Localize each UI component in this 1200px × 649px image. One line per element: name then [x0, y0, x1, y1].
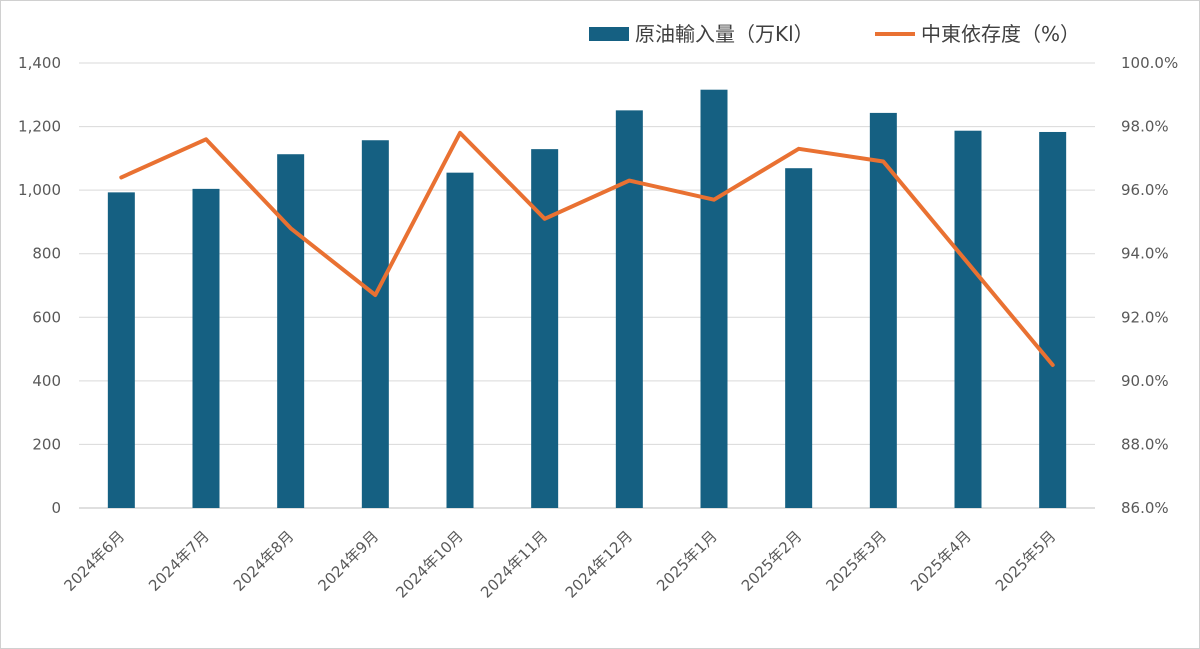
right-tick-label: 98.0% — [1121, 118, 1169, 136]
bar — [107, 192, 135, 508]
x-tick-label: 2024年8月 — [230, 527, 298, 595]
right-tick-label: 96.0% — [1121, 181, 1169, 199]
legend-label-line: 中東依存度（%） — [921, 22, 1080, 46]
bar — [785, 168, 813, 509]
right-tick-label: 86.0% — [1121, 499, 1169, 517]
x-tick-label: 2025年2月 — [738, 527, 806, 595]
bar — [869, 112, 897, 509]
bar — [192, 188, 220, 508]
right-tick-label: 88.0% — [1121, 435, 1169, 453]
left-tick-label: 400 — [32, 372, 61, 390]
gridlines — [79, 62, 1095, 509]
bar — [446, 172, 474, 509]
legend-swatch-bar — [589, 27, 629, 41]
bar-series — [107, 89, 1067, 509]
left-tick-label: 200 — [32, 435, 61, 453]
left-tick-label: 600 — [32, 308, 61, 326]
x-tick-label: 2024年11月 — [477, 527, 551, 601]
x-axis: 2024年6月 2024年7月 2024年8月 2024年9月 2024年10月 2024… — [60, 527, 1059, 601]
left-axis: 0 200 400 600 800 1,000 1,200 1,400 — [18, 54, 61, 517]
left-tick-label: 800 — [32, 245, 61, 263]
x-tick-label: 2025年3月 — [822, 527, 890, 595]
legend-label-bar: 原油輸入量（万Kl） — [635, 22, 814, 46]
right-tick-label: 92.0% — [1121, 308, 1169, 326]
x-tick-label: 2025年5月 — [992, 527, 1060, 595]
x-tick-label: 2025年1月 — [653, 527, 721, 595]
legend: 原油輸入量（万Kl） 中東依存度（%） — [589, 22, 1080, 46]
left-tick-label: 1,200 — [18, 118, 61, 136]
bar — [954, 130, 982, 509]
x-tick-label: 2024年6月 — [60, 527, 128, 595]
right-tick-label: 100.0% — [1121, 54, 1178, 72]
line-series — [119, 130, 1055, 367]
left-tick-label: 1,400 — [18, 54, 61, 72]
x-tick-label: 2024年10月 — [392, 527, 466, 601]
line-path — [119, 130, 1055, 367]
bar — [615, 110, 643, 508]
x-tick-label: 2024年12月 — [562, 527, 636, 601]
bar — [700, 89, 728, 508]
bar — [277, 154, 305, 508]
x-tick-label: 2025年4月 — [907, 527, 975, 595]
left-tick-label: 0 — [51, 499, 61, 517]
x-tick-label: 2024年7月 — [145, 527, 213, 595]
bar — [1039, 131, 1067, 508]
bar — [361, 140, 389, 508]
right-axis: 86.0% 88.0% 90.0% 92.0% 94.0% 96.0% 98.0% 100.0… — [1121, 54, 1178, 517]
right-tick-label: 94.0% — [1121, 245, 1169, 263]
left-tick-label: 1,000 — [18, 181, 61, 199]
x-tick-label: 2024年9月 — [314, 527, 382, 595]
bar — [531, 149, 559, 508]
right-tick-label: 90.0% — [1121, 372, 1169, 390]
